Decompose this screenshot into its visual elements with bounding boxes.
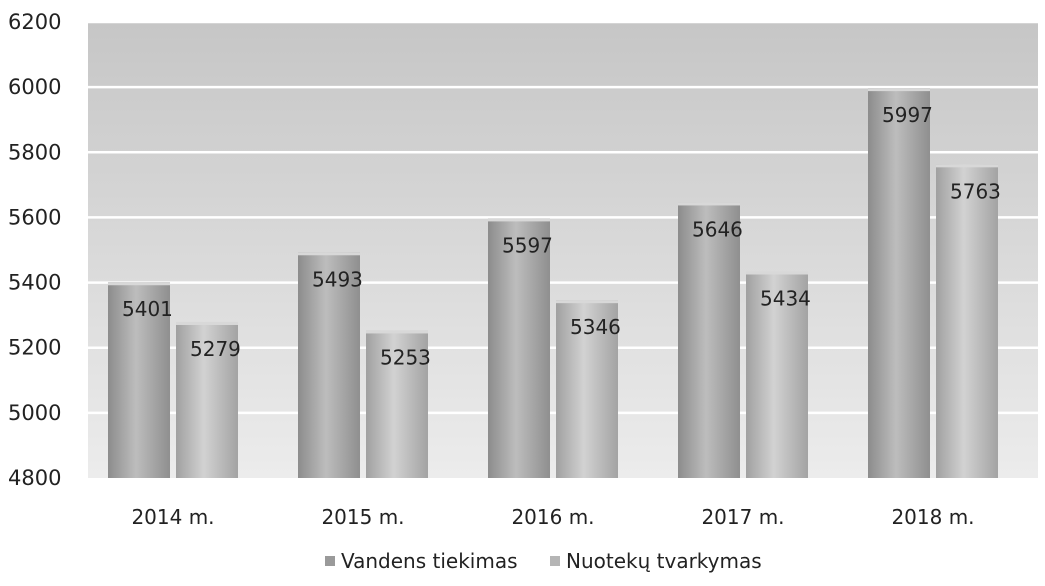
legend-swatch	[325, 556, 335, 566]
y-tick-label: 5600	[8, 205, 61, 229]
bar-top-edge	[108, 282, 170, 286]
legend-label: Vandens tiekimas	[341, 549, 518, 573]
bar-nuoteku-tvarkymas	[366, 330, 428, 478]
bar-top-edge	[746, 271, 808, 275]
data-label: 5434	[760, 286, 811, 310]
bar-vandens-tiekimas	[678, 202, 740, 478]
bar-vandens-tiekimas	[298, 252, 360, 478]
bar-vandens-tiekimas	[868, 88, 930, 479]
x-category-label: 2018 m.	[891, 505, 974, 529]
bar-top-edge	[868, 88, 930, 92]
bar-top-edge	[298, 252, 360, 256]
bars	[108, 88, 998, 479]
bar-nuoteku-tvarkymas	[746, 271, 808, 478]
data-labels: 5401 5279 5493 5253 5597 5346 5646 5434 5997 5763	[122, 103, 1001, 369]
bar-top-edge	[176, 321, 238, 325]
y-tick-label: 6000	[8, 75, 61, 99]
data-label: 5597	[502, 233, 553, 257]
y-tick-label: 5000	[8, 401, 61, 425]
data-label: 5253	[380, 345, 431, 369]
bar-vandens-tiekimas	[108, 282, 170, 478]
x-axis: 2014 m. 2015 m. 2016 m. 2017 m. 2018 m.	[131, 505, 974, 529]
y-tick-label: 4800	[8, 466, 61, 490]
x-category-label: 2017 m.	[701, 505, 784, 529]
legend-swatch	[550, 556, 560, 566]
bar-top-edge	[366, 330, 428, 334]
data-label: 5646	[692, 217, 743, 241]
y-axis: 4800 5000 5200 5400 5600 5800 6000 6200	[8, 10, 61, 490]
data-label: 5493	[312, 267, 363, 291]
x-category-label: 2015 m.	[321, 505, 404, 529]
bar-top-edge	[488, 218, 550, 222]
x-category-label: 2016 m.	[511, 505, 594, 529]
bar-top-edge	[936, 164, 998, 168]
y-tick-label: 6200	[8, 10, 61, 34]
legend-label: Nuotekų tvarkymas	[566, 549, 762, 573]
bar-top-edge	[556, 300, 618, 304]
x-category-label: 2014 m.	[131, 505, 214, 529]
y-tick-label: 5200	[8, 336, 61, 360]
bar-nuoteku-tvarkymas	[556, 300, 618, 478]
legend: Vandens tiekimas Nuotekų tvarkymas	[325, 549, 762, 573]
bar-top-edge	[678, 202, 740, 206]
y-tick-label: 5400	[8, 271, 61, 295]
bar-nuoteku-tvarkymas	[176, 321, 238, 478]
y-tick-label: 5800	[8, 140, 61, 164]
bar-vandens-tiekimas	[488, 218, 550, 479]
data-label: 5763	[950, 179, 1001, 203]
data-label: 5401	[122, 297, 173, 321]
data-label: 5997	[882, 103, 933, 127]
data-label: 5346	[570, 315, 621, 339]
data-label: 5279	[190, 337, 241, 361]
bar-nuoteku-tvarkymas	[936, 164, 998, 478]
